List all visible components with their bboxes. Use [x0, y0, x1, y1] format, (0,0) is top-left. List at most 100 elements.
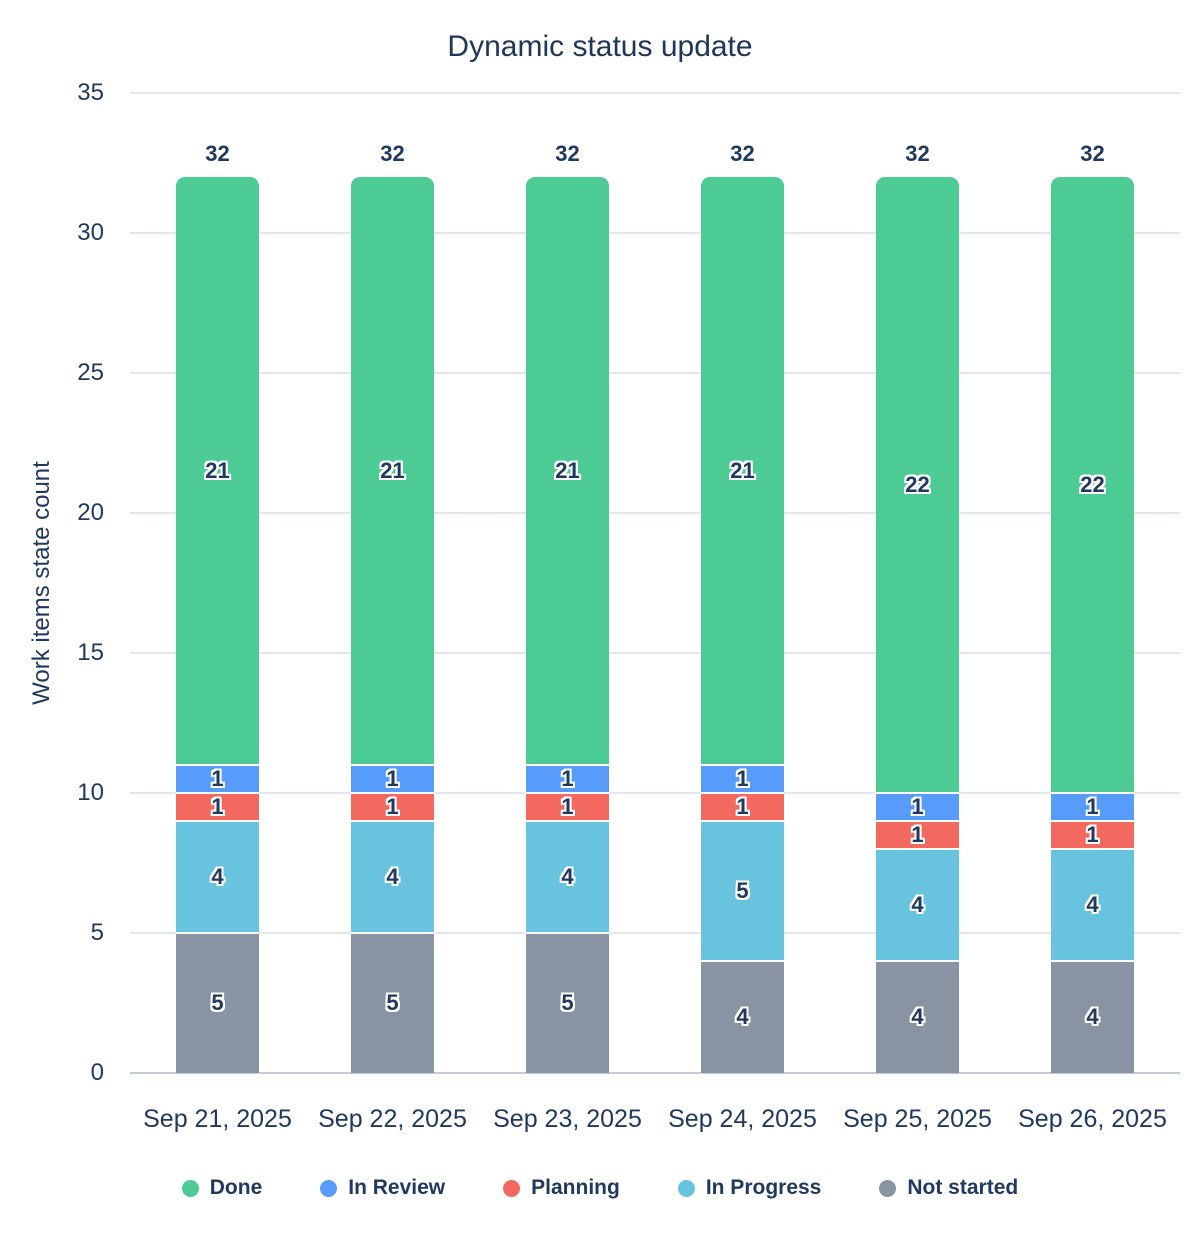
segment-separator [351, 820, 434, 822]
legend-label: Done [209, 1176, 263, 1199]
segment-separator [351, 764, 434, 766]
chart-legend: Done In Review Planning In Progress Not star… [0, 1176, 1200, 1200]
bar-segment-in-progress[interactable] [701, 821, 784, 961]
legend-swatch-icon [503, 1179, 521, 1197]
segment-separator [701, 792, 784, 794]
x-axis-line [130, 1072, 1180, 1074]
legend-swatch-icon [677, 1179, 695, 1197]
segment-separator [1051, 848, 1134, 850]
legend-label: In Review [348, 1176, 446, 1199]
bar-segment-done[interactable] [526, 177, 609, 765]
gridline [130, 92, 1180, 94]
segment-separator [1051, 960, 1134, 962]
segment-separator [351, 792, 434, 794]
gridline [130, 652, 1180, 654]
bar-segment-done[interactable] [1051, 177, 1134, 793]
segment-separator [526, 764, 609, 766]
segment-separator [876, 820, 959, 822]
legend-swatch-icon [181, 1179, 199, 1197]
legend-item-planning[interactable]: Planning [503, 1176, 620, 1200]
y-axis-tick-label: 15 [77, 639, 104, 666]
bar-segment-in-review[interactable] [701, 765, 784, 793]
legend-label: In Progress [705, 1176, 822, 1199]
legend-label: Planning [531, 1176, 620, 1199]
bar-segment-planning[interactable] [876, 821, 959, 849]
x-axis-tick-label: Sep 22, 2025 [318, 1105, 467, 1133]
segment-separator [701, 764, 784, 766]
bar-segment-in-review[interactable] [526, 765, 609, 793]
legend-item-not-started[interactable]: Not started [879, 1176, 1018, 1200]
bar-segment-done[interactable] [176, 177, 259, 765]
bar-segment-in-progress[interactable] [176, 821, 259, 933]
gridline [130, 512, 1180, 514]
bar-segment-not-started[interactable] [701, 961, 784, 1073]
segment-separator [176, 820, 259, 822]
segment-separator [1051, 820, 1134, 822]
bar-segment-planning[interactable] [176, 793, 259, 821]
bar-segment-not-started[interactable] [176, 933, 259, 1073]
legend-label: Not started [907, 1176, 1019, 1199]
legend-item-done[interactable]: Done [181, 1176, 263, 1200]
gridline [130, 372, 1180, 374]
legend-item-in-progress[interactable]: In Progress [677, 1176, 822, 1200]
bar-segment-done[interactable] [351, 177, 434, 765]
bar-segment-in-review[interactable] [176, 765, 259, 793]
segment-separator [526, 932, 609, 934]
segment-separator [876, 792, 959, 794]
bar-total-label: 32 [380, 141, 405, 166]
x-axis-tick-label: Sep 23, 2025 [493, 1105, 642, 1133]
bar-segment-planning[interactable] [526, 793, 609, 821]
chart-title: Dynamic status update [447, 30, 753, 63]
bar-segment-not-started[interactable] [526, 933, 609, 1073]
bar-total-label: 32 [1080, 141, 1105, 166]
y-axis-tick-label: 30 [77, 219, 104, 246]
bar-segment-planning[interactable] [351, 793, 434, 821]
x-axis-tick-label: Sep 26, 2025 [1018, 1105, 1167, 1133]
bar-segment-in-progress[interactable] [526, 821, 609, 933]
bar-segment-in-progress[interactable] [876, 849, 959, 961]
bar-segment-not-started[interactable] [1051, 961, 1134, 1073]
bar-segment-done[interactable] [701, 177, 784, 765]
segment-separator [701, 960, 784, 962]
segment-separator [876, 960, 959, 962]
segment-separator [176, 932, 259, 934]
y-axis-tick-label: 0 [90, 1059, 104, 1086]
segment-separator [876, 848, 959, 850]
segment-separator [1051, 792, 1134, 794]
legend-swatch-icon [320, 1179, 338, 1197]
bar-segment-in-review[interactable] [1051, 793, 1134, 821]
x-axis-tick-label: Sep 21, 2025 [143, 1105, 292, 1133]
segment-separator [176, 764, 259, 766]
bar-segment-in-review[interactable] [876, 793, 959, 821]
gridline [130, 932, 1180, 934]
gridline [130, 792, 1180, 794]
bar-segment-not-started[interactable] [351, 933, 434, 1073]
gridline [130, 232, 1180, 234]
bar-segment-in-review[interactable] [351, 765, 434, 793]
segment-separator [526, 820, 609, 822]
bar-segment-planning[interactable] [701, 793, 784, 821]
y-axis-tick-label: 10 [77, 779, 104, 806]
segment-separator [351, 932, 434, 934]
bar-segment-in-progress[interactable] [351, 821, 434, 933]
y-axis-tick-label: 25 [77, 359, 104, 386]
bar-segment-done[interactable] [876, 177, 959, 793]
y-axis-tick-label: 5 [90, 919, 104, 946]
legend-item-in-review[interactable]: In Review [320, 1176, 445, 1200]
y-axis-tick-label: 20 [77, 499, 104, 526]
bar-segment-in-progress[interactable] [1051, 849, 1134, 961]
bar-total-label: 32 [205, 141, 230, 166]
segment-separator [526, 792, 609, 794]
segment-separator [701, 820, 784, 822]
legend-swatch-icon [879, 1179, 897, 1197]
bar-segment-not-started[interactable] [876, 961, 959, 1073]
bar-total-label: 32 [555, 141, 580, 166]
segment-separator [176, 792, 259, 794]
x-axis-tick-label: Sep 25, 2025 [843, 1105, 992, 1133]
y-axis-tick-label: 35 [77, 79, 104, 106]
bar-total-label: 32 [905, 141, 930, 166]
bar-segment-planning[interactable] [1051, 821, 1134, 849]
x-axis-tick-label: Sep 24, 2025 [668, 1105, 817, 1133]
bar-total-label: 32 [730, 141, 755, 166]
